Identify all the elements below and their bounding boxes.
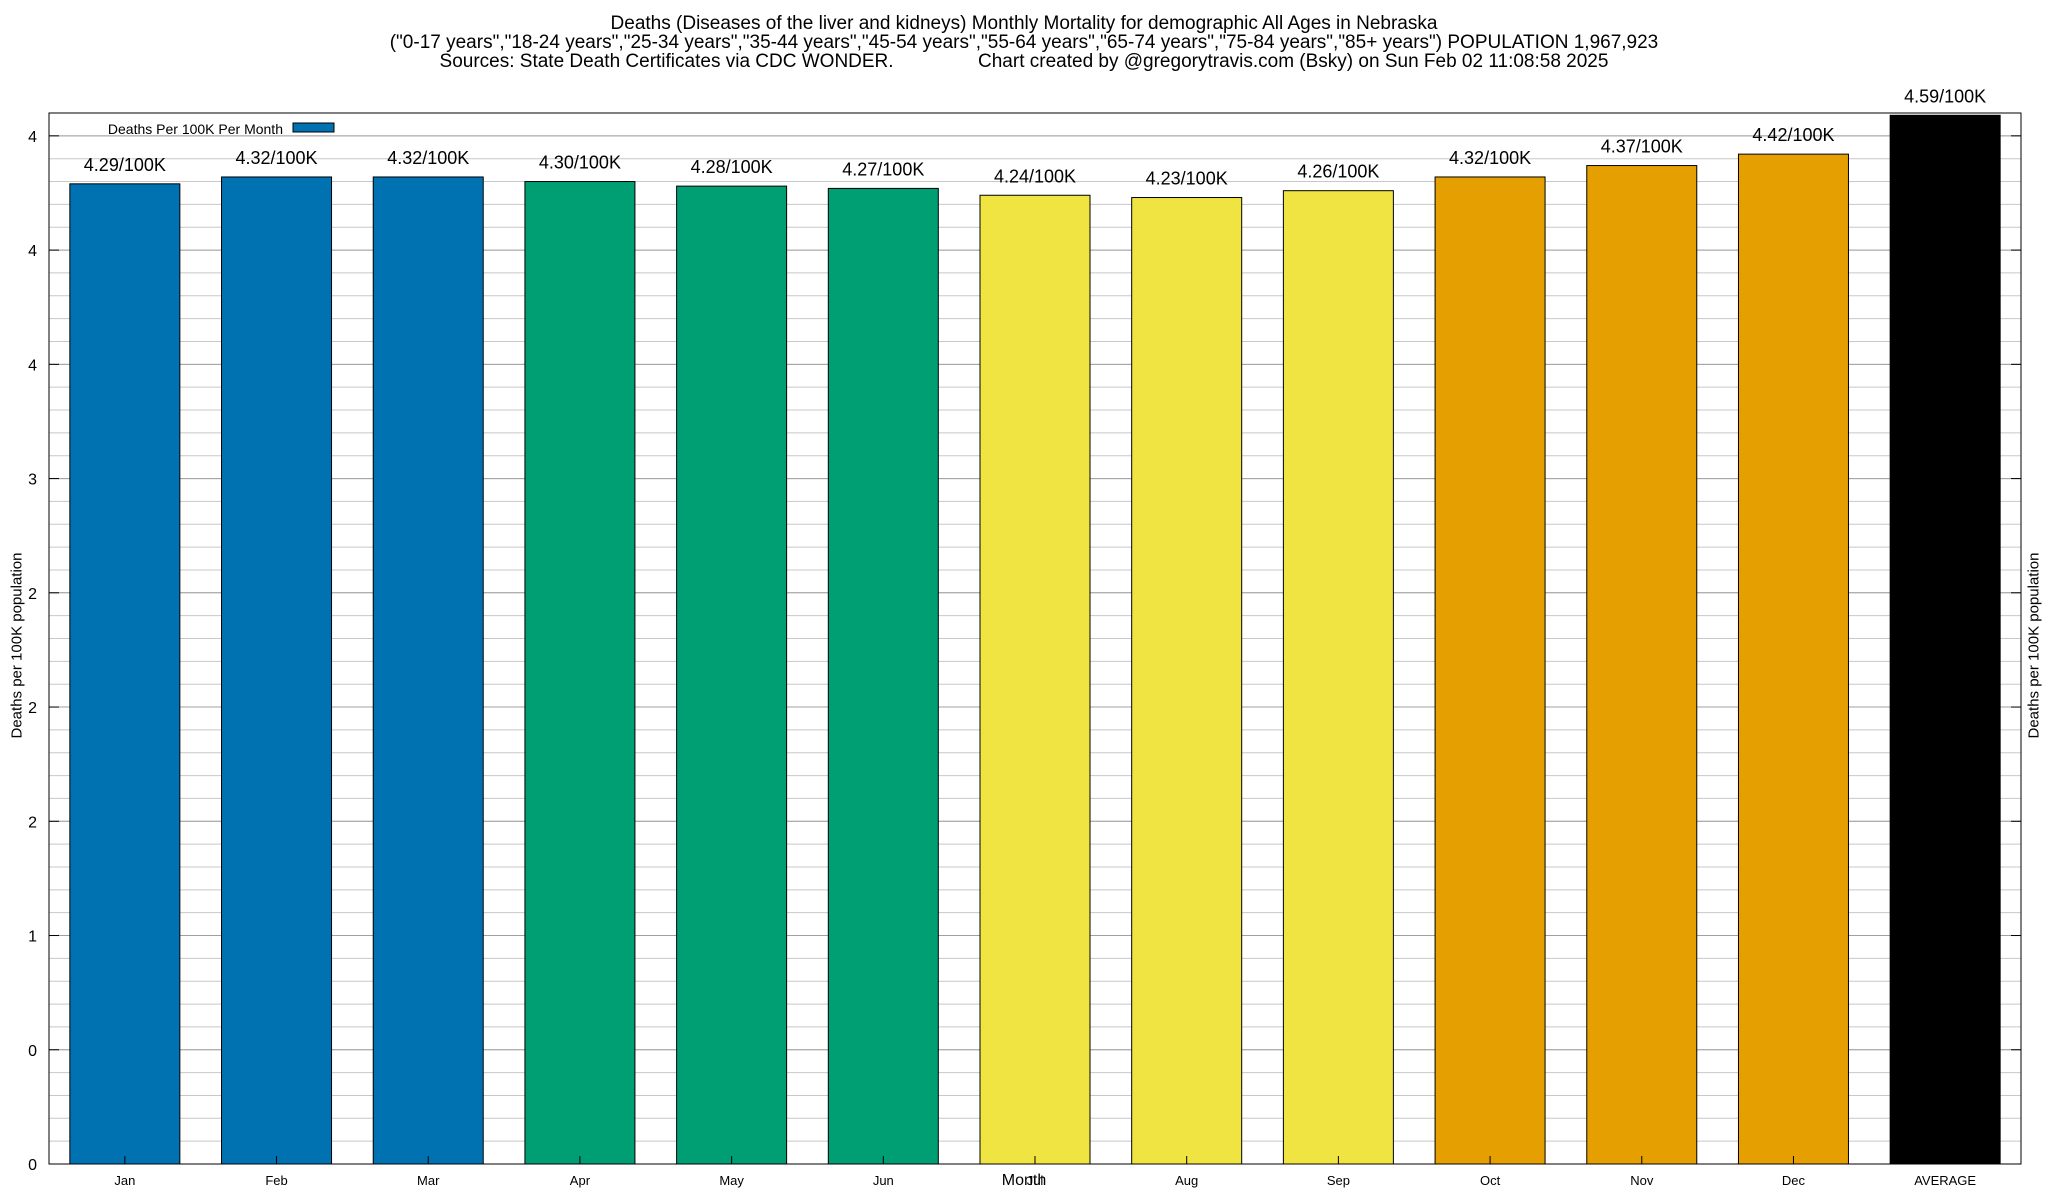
y-tick-label: 4 [28, 129, 37, 146]
bar [1282, 190, 1394, 1165]
bar [524, 181, 636, 1165]
data-label: 4.32/100K [387, 148, 469, 168]
x-tick-label: Apr [570, 1173, 591, 1188]
y-tick-label: 2 [28, 814, 37, 831]
bar [676, 185, 788, 1165]
y-tick-label: 0 [28, 1043, 37, 1060]
data-label: 4.26/100K [1297, 162, 1379, 182]
x-tick-label: Jan [114, 1173, 135, 1188]
data-label: 4.42/100K [1752, 125, 1834, 145]
data-label: 4.37/100K [1601, 137, 1683, 157]
x-tick-label: Dec [1782, 1173, 1806, 1188]
bar [1434, 176, 1546, 1165]
y-tick-label: 2 [28, 586, 37, 603]
x-tick-label: Jun [873, 1173, 894, 1188]
data-label: 4.32/100K [1449, 148, 1531, 168]
y-axis-label-left: Deaths per 100K population [8, 552, 26, 738]
x-tick-label: Feb [265, 1173, 287, 1188]
data-label: 4.59/100K [1904, 86, 1986, 106]
plot-border [48, 112, 2022, 1165]
data-label: 4.28/100K [691, 157, 773, 177]
y-tick-label: 4 [28, 357, 37, 374]
data-label: 4.24/100K [994, 166, 1076, 186]
bar [1131, 197, 1243, 1165]
x-tick-label: Mar [417, 1173, 440, 1188]
x-tick-label: Jul [1027, 1173, 1044, 1188]
y-tick-label: 3 [28, 472, 37, 489]
legend-swatch [292, 122, 335, 133]
data-label: 4.23/100K [1146, 169, 1228, 189]
chart-subtitle-demographics: ("0-17 years","18-24 years","25-34 years… [389, 32, 1659, 53]
x-tick-label: May [719, 1173, 744, 1188]
y-tick-label: 4 [28, 243, 37, 260]
bar [221, 176, 333, 1165]
bar [1889, 114, 2001, 1165]
x-tick-label: Nov [1630, 1173, 1654, 1188]
bar [1737, 153, 1849, 1165]
x-tick-label: AVERAGE [1914, 1173, 1976, 1188]
bar [827, 187, 939, 1165]
y-axis-label-right: Deaths per 100K population [2025, 552, 2043, 738]
data-label: 4.27/100K [842, 159, 924, 179]
x-tick-label: Sep [1327, 1173, 1350, 1188]
bar [1586, 165, 1698, 1165]
data-label: 4.29/100K [84, 155, 166, 175]
chart-title: Deaths (Diseases of the liver and kidney… [610, 13, 1438, 34]
x-tick-label: Oct [1480, 1173, 1501, 1188]
x-axis-label: Month [1001, 1172, 1047, 1189]
bar [372, 176, 484, 1165]
y-tick-label: 2 [28, 700, 37, 717]
y-tick-label: 1 [28, 929, 37, 946]
y-tick-label: 0 [28, 1157, 37, 1174]
bar [69, 183, 181, 1165]
legend-label: Deaths Per 100K Per Month [108, 121, 283, 137]
data-label: 4.30/100K [539, 153, 621, 173]
chart-title-block: Deaths (Diseases of the liver and kidney… [0, 14, 2048, 71]
x-tick-label: Aug [1175, 1173, 1198, 1188]
data-label: 4.32/100K [235, 148, 317, 168]
chart-subtitle-sources: Sources: State Death Certificates via CD… [439, 51, 1609, 72]
bar [979, 194, 1091, 1165]
